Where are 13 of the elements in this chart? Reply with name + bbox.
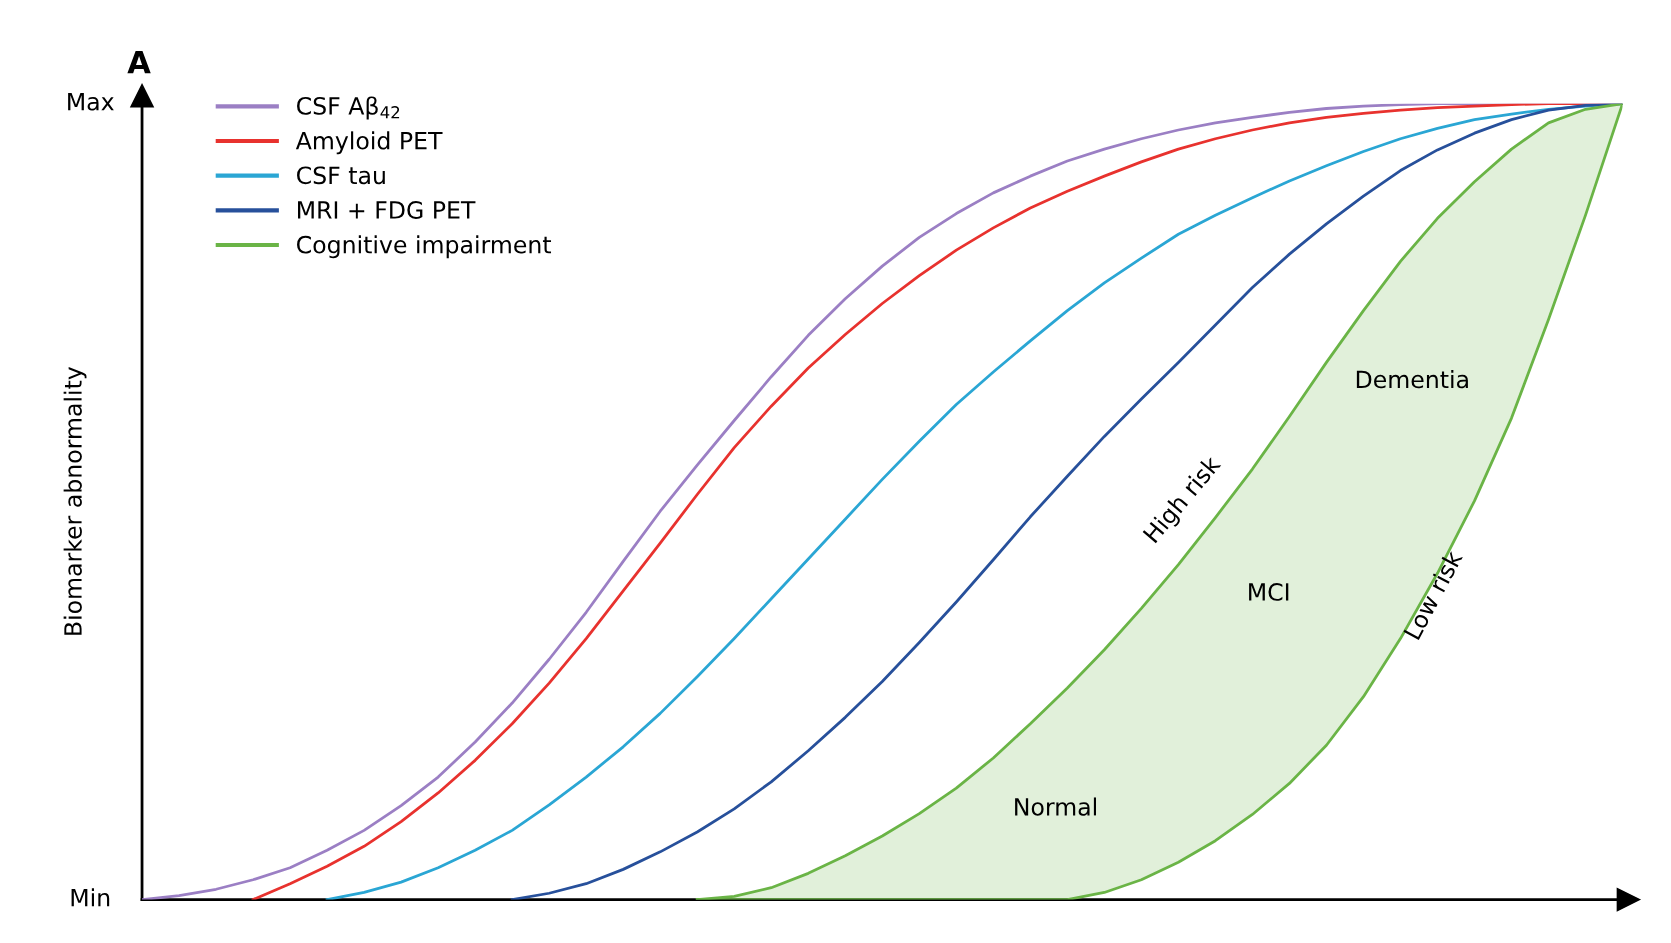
legend-label: Amyloid PET (295, 131, 443, 155)
y-axis-title: Biomarker abnormality (63, 366, 87, 635)
legend-label: CSF tau (297, 166, 385, 185)
annotation: Normal (1015, 797, 1097, 816)
annotation: MCI (1249, 582, 1289, 601)
legend-label: CSF Aβ$_{42}$ (297, 96, 400, 120)
legend-label: Cognitive impairment (297, 235, 552, 259)
annotation: Low risk (1402, 548, 1464, 641)
chart-title: A (127, 50, 151, 74)
text: Max (68, 93, 114, 111)
annotation: Dementia (1356, 370, 1468, 389)
text: Min (71, 888, 110, 907)
legend-label: MRI + FDG PET (298, 201, 476, 219)
